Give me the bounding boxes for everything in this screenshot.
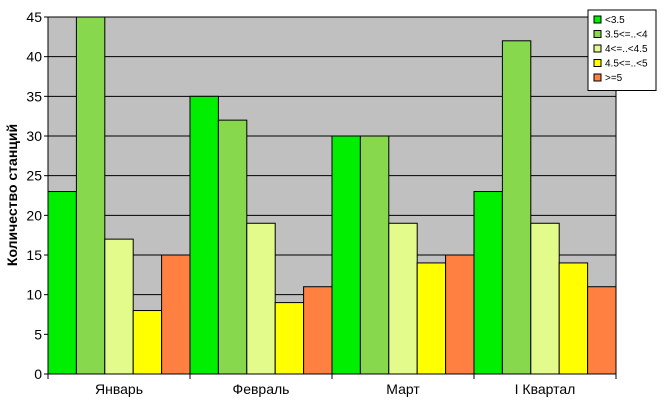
bar bbox=[558, 262, 589, 375]
bar bbox=[388, 222, 418, 375]
bar bbox=[359, 135, 390, 375]
bar bbox=[104, 238, 134, 375]
y-tick-label: 40 bbox=[26, 49, 42, 65]
legend-entry: 3.5<=..<4 bbox=[605, 30, 648, 41]
bar bbox=[445, 254, 475, 375]
x-tick-label: I Квартал bbox=[515, 381, 576, 397]
bars bbox=[47, 16, 617, 375]
x-tick-label: Февраль bbox=[233, 381, 290, 397]
bar bbox=[530, 222, 560, 375]
legend-entry: 4<=..<4.5 bbox=[605, 44, 648, 55]
legend-swatch bbox=[593, 59, 602, 67]
y-tick-label: 35 bbox=[26, 88, 42, 104]
legend-entry: >=5 bbox=[605, 73, 623, 84]
bar bbox=[303, 286, 333, 375]
bar bbox=[189, 95, 219, 375]
y-tick-label: 0 bbox=[34, 366, 42, 382]
bar bbox=[75, 16, 106, 375]
bar bbox=[217, 119, 248, 375]
bar bbox=[587, 286, 617, 375]
legend-swatch bbox=[593, 30, 602, 38]
y-tick-label: 20 bbox=[26, 207, 42, 223]
y-axis-label: Количество станций bbox=[4, 124, 20, 266]
y-axis: 0 5 10 15 20 25 30 35 40 45 bbox=[26, 9, 49, 382]
bar bbox=[501, 40, 532, 375]
legend-swatch bbox=[593, 15, 602, 24]
legend-swatch bbox=[593, 44, 602, 53]
bar bbox=[274, 302, 305, 375]
bar bbox=[47, 191, 77, 375]
bar bbox=[132, 310, 163, 375]
y-tick-label: 15 bbox=[26, 247, 42, 263]
x-tick-label: Март bbox=[386, 381, 420, 397]
y-tick-label: 25 bbox=[26, 168, 42, 184]
legend-entry: 4.5<=..<5 bbox=[605, 59, 648, 70]
bar bbox=[246, 222, 276, 375]
y-tick-label: 30 bbox=[26, 128, 42, 144]
legend-entry: <3.5 bbox=[605, 15, 625, 26]
bar bbox=[331, 135, 361, 375]
legend-swatch bbox=[593, 73, 602, 82]
y-tick-label: 45 bbox=[26, 9, 42, 25]
legend: <3.5 3.5<=..<4 4<=..<4.5 4.5<=..<5 >=5 bbox=[587, 9, 657, 91]
x-axis: Январь Февраль Март I Квартал bbox=[47, 373, 617, 397]
bar bbox=[416, 262, 447, 375]
bar bbox=[473, 191, 503, 375]
bar bbox=[161, 254, 191, 375]
x-tick-label: Январь bbox=[95, 381, 143, 397]
y-tick-label: 5 bbox=[34, 326, 42, 342]
y-tick-label: 10 bbox=[26, 287, 42, 303]
